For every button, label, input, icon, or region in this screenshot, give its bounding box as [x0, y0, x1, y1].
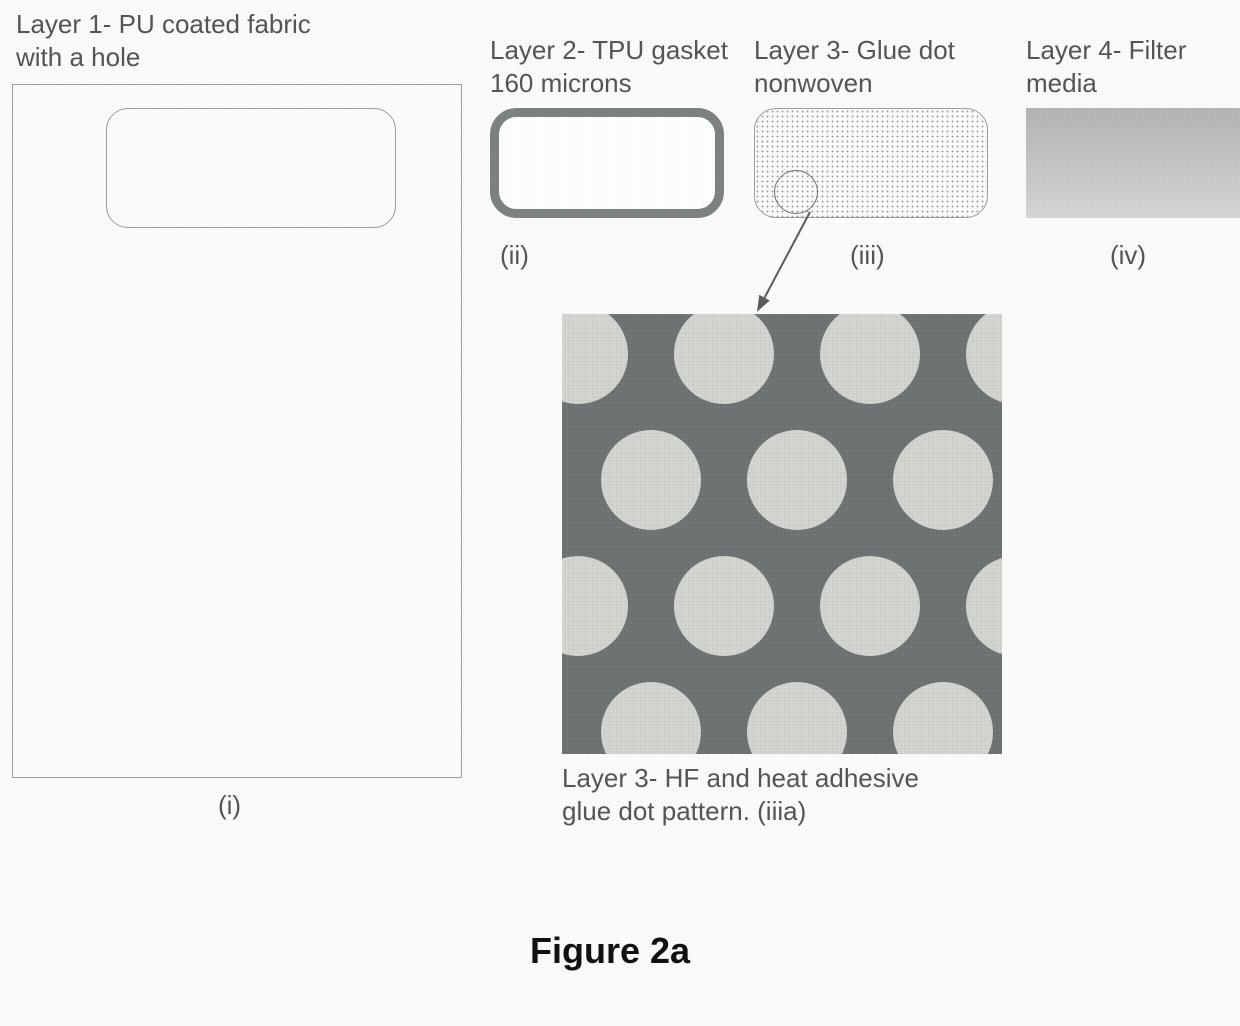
layer1-caption: (i) [218, 790, 241, 821]
figure-title: Figure 2a [530, 930, 690, 972]
layer1-label: Layer 1- PU coated fabricwith a hole [16, 8, 311, 73]
layer2-gasket-shape [490, 108, 724, 218]
layer3-caption: (iii) [850, 240, 885, 271]
layer4-caption: (iv) [1110, 240, 1146, 271]
magnifier-arrow [746, 200, 822, 322]
layer4-filter-media [1026, 108, 1240, 218]
glue-dot-pattern-panel [562, 314, 1002, 754]
dot-panel-caption: Layer 3- HF and heat adhesiveglue dot pa… [562, 762, 919, 827]
glue-dot-pattern-svg [562, 314, 1002, 754]
layer2-caption: (ii) [500, 240, 529, 271]
layer4-label: Layer 4- Filtermedia [1026, 34, 1186, 99]
layer2-label: Layer 2- TPU gasket160 microns [490, 34, 728, 99]
layer3-label: Layer 3- Glue dotnonwoven [754, 34, 955, 99]
layer1-hole [106, 108, 396, 228]
